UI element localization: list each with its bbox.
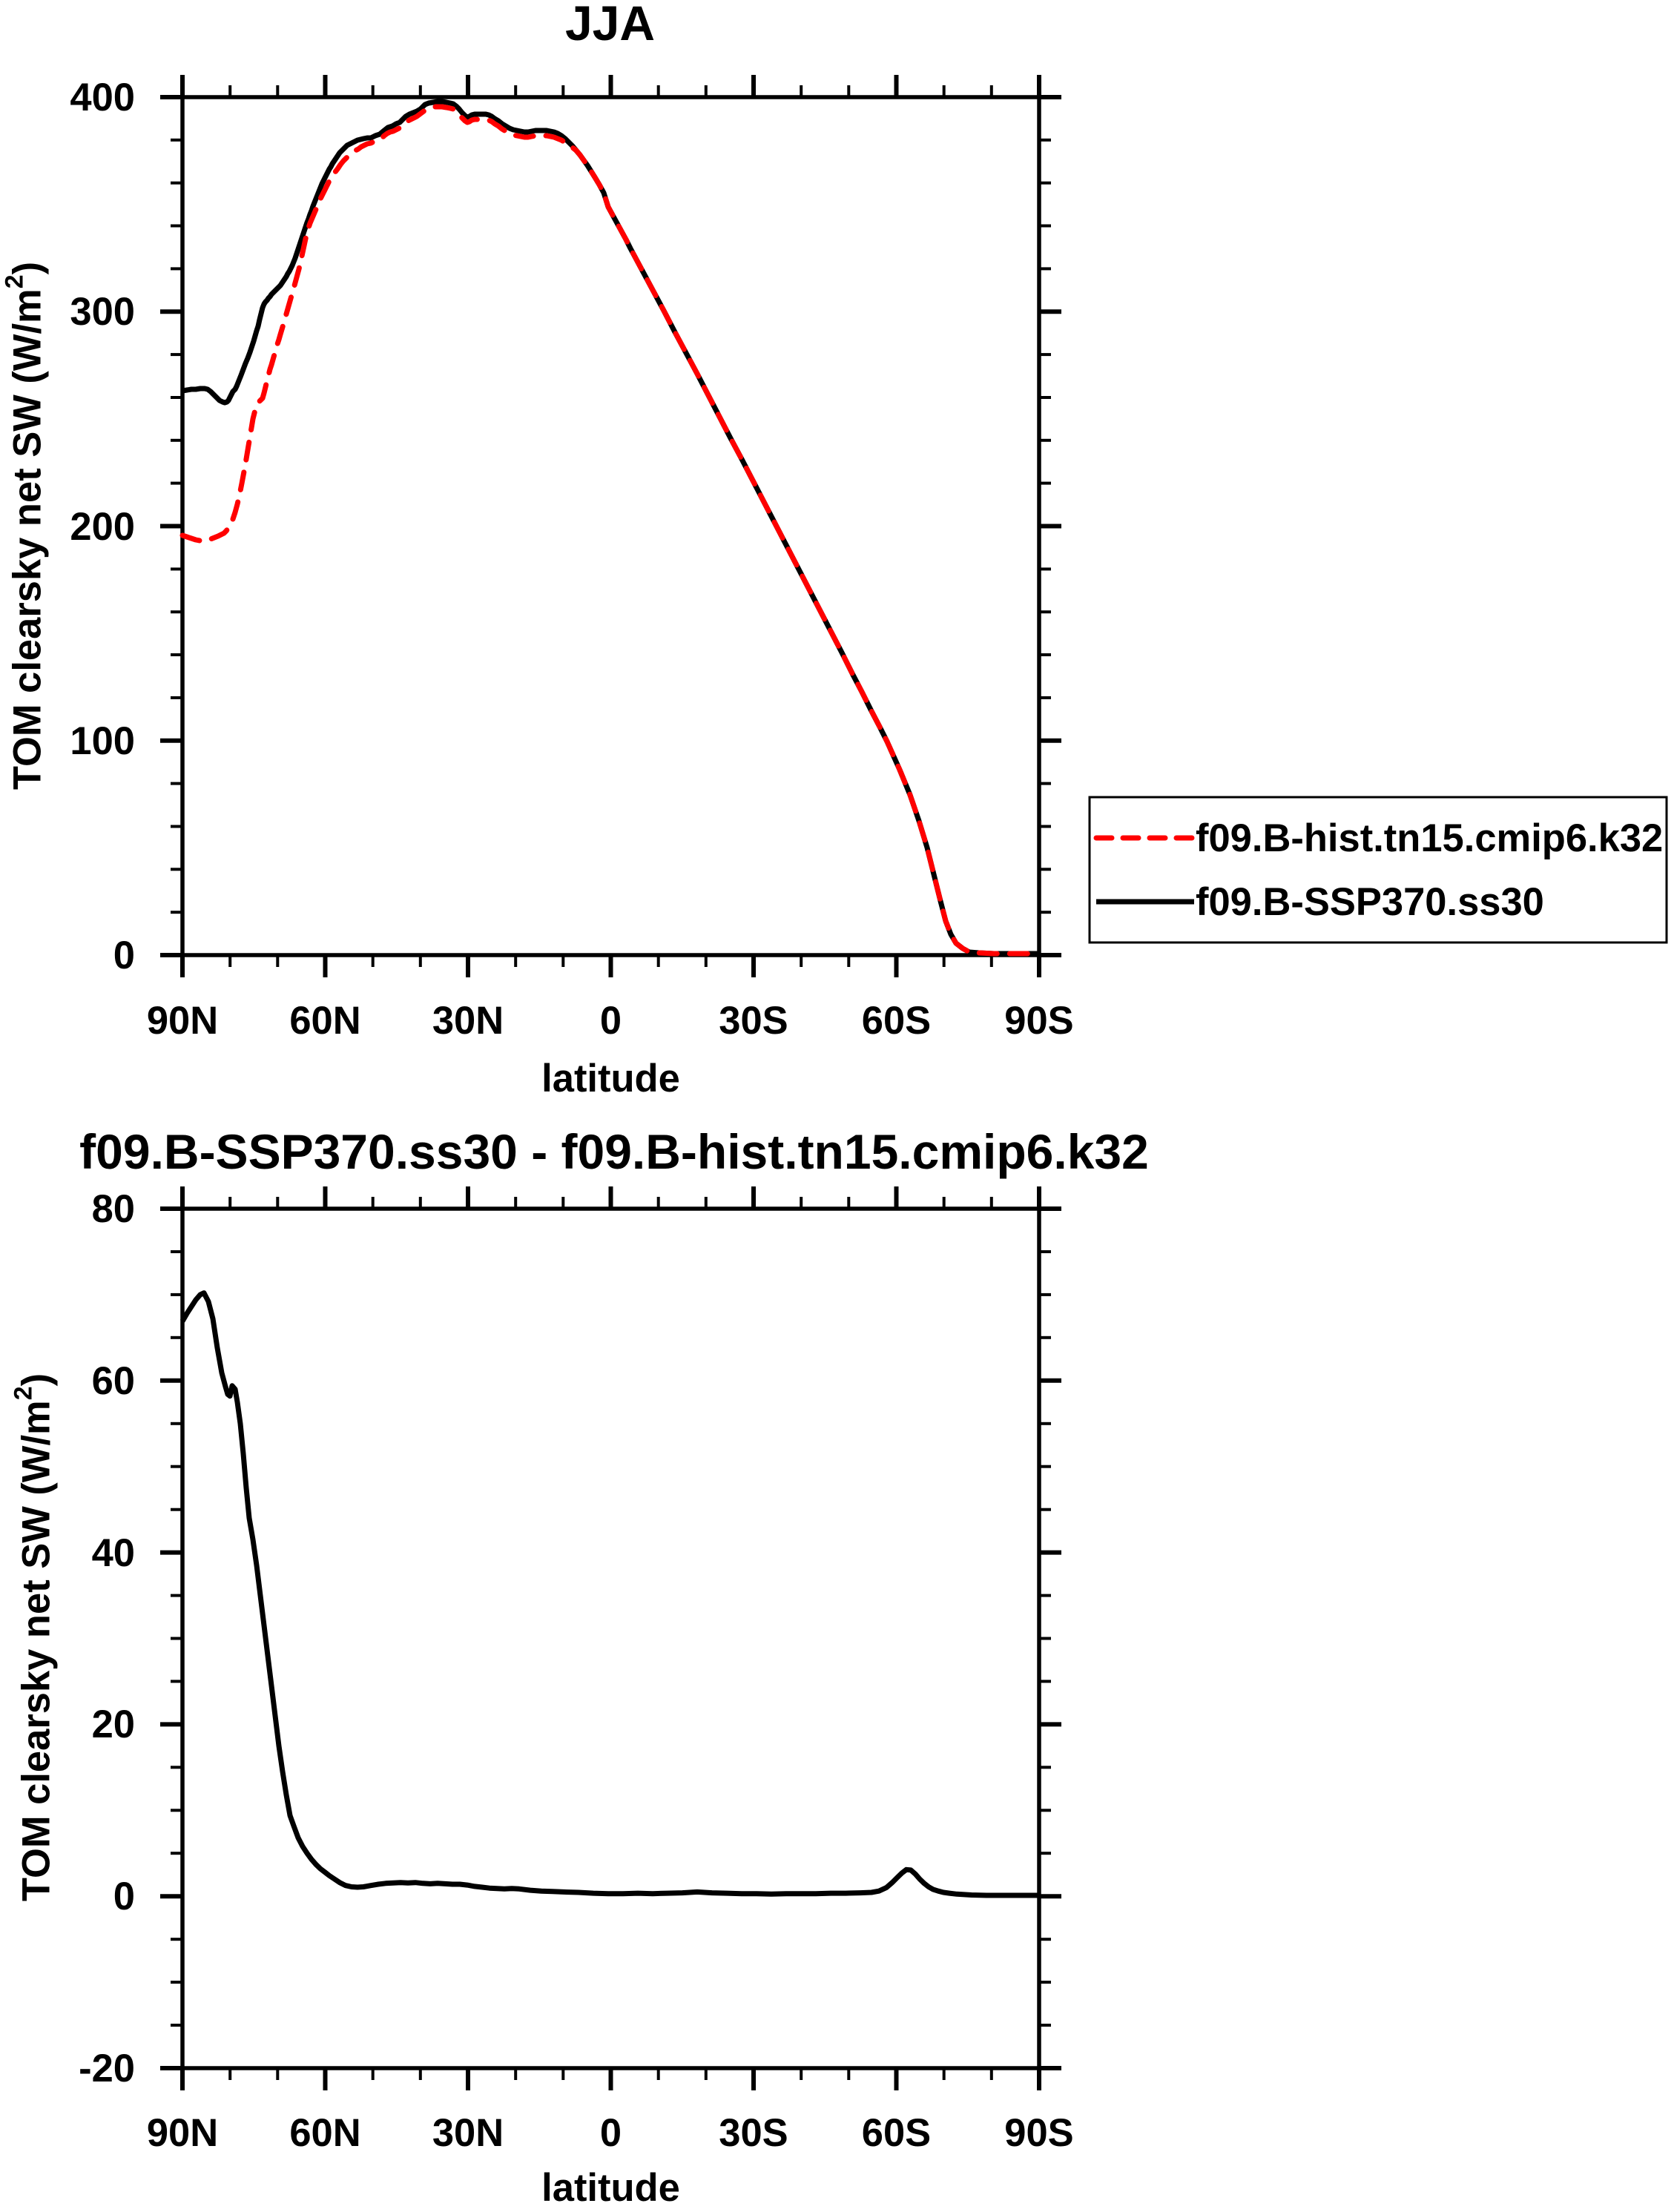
svg-text:60: 60: [92, 1359, 135, 1403]
svg-text:latitude: latitude: [541, 2166, 680, 2208]
svg-text:90S: 90S: [1004, 999, 1073, 1043]
svg-text:100: 100: [70, 719, 135, 763]
svg-text:90N: 90N: [147, 2111, 218, 2155]
svg-text:TOM clearsky net SW (W/m2): TOM clearsky net SW (W/m2): [10, 1373, 59, 1901]
svg-text:30S: 30S: [719, 2111, 788, 2155]
svg-text:60S: 60S: [862, 999, 931, 1043]
svg-text:90S: 90S: [1004, 2111, 1073, 2155]
svg-text:30N: 30N: [432, 999, 504, 1043]
svg-text:30S: 30S: [719, 999, 788, 1043]
svg-text:f09.B-hist.tn15.cmip6.k32: f09.B-hist.tn15.cmip6.k32: [1196, 816, 1663, 860]
svg-text:0: 0: [113, 1875, 135, 1918]
svg-text:0: 0: [600, 999, 622, 1043]
svg-text:60S: 60S: [862, 2111, 931, 2155]
svg-text:60N: 60N: [289, 2111, 360, 2155]
svg-text:JJA: JJA: [565, 0, 655, 50]
svg-text:latitude: latitude: [541, 1057, 680, 1100]
svg-text:30N: 30N: [432, 2111, 504, 2155]
svg-text:400: 400: [70, 76, 135, 119]
svg-text:20: 20: [92, 1703, 135, 1746]
svg-text:200: 200: [70, 505, 135, 549]
svg-text:300: 300: [70, 290, 135, 334]
svg-text:40: 40: [92, 1531, 135, 1575]
svg-text:60N: 60N: [289, 999, 360, 1043]
svg-text:f09.B-SSP370.ss30 - f09.B-hist: f09.B-SSP370.ss30 - f09.B-hist.tn15.cmip…: [79, 1124, 1149, 1179]
svg-text:f09.B-SSP370.ss30: f09.B-SSP370.ss30: [1196, 880, 1544, 924]
svg-text:0: 0: [113, 934, 135, 977]
svg-text:TOM clearsky net SW (W/m2): TOM clearsky net SW (W/m2): [1, 262, 50, 790]
svg-text:90N: 90N: [147, 999, 218, 1043]
svg-text:80: 80: [92, 1187, 135, 1231]
svg-text:0: 0: [600, 2111, 622, 2155]
svg-text:-20: -20: [79, 2047, 135, 2090]
